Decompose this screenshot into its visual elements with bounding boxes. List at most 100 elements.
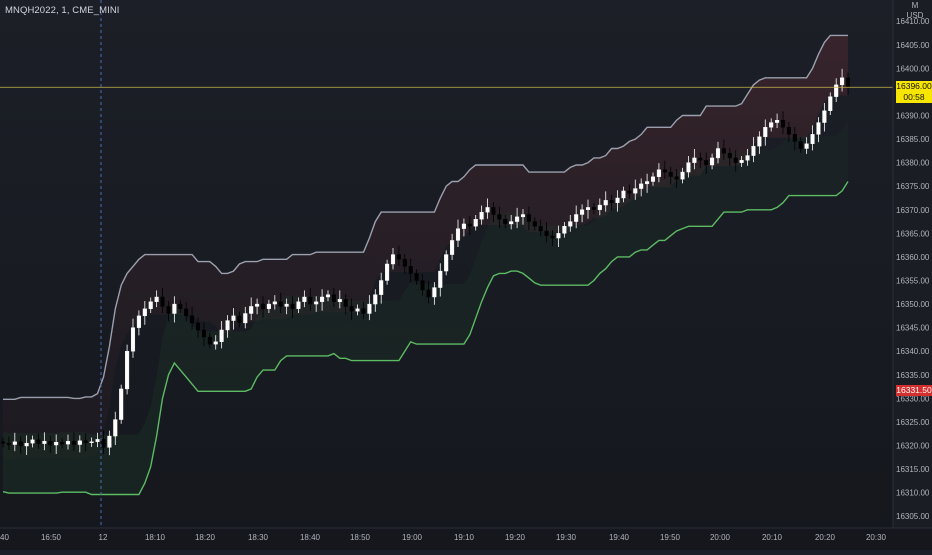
candle-body xyxy=(467,223,472,227)
candle-body xyxy=(95,439,100,442)
candle-body xyxy=(284,303,289,307)
candle-body xyxy=(308,296,313,305)
candle-body xyxy=(609,200,614,203)
candle-body xyxy=(89,441,94,443)
time-tick-label: 18:20 xyxy=(195,533,216,542)
candle-body xyxy=(71,441,76,445)
upper-band-fill xyxy=(3,35,848,460)
price-tick-label: 16380.00 xyxy=(896,159,930,168)
candle-body xyxy=(704,160,709,166)
price-tick-label: 16320.00 xyxy=(896,442,930,451)
time-tick-label: 19:00 xyxy=(402,533,423,542)
candle-body xyxy=(804,143,809,149)
price-tick-label: 16405.00 xyxy=(896,41,930,50)
candle-body xyxy=(249,306,254,314)
time-tick-label: 19:30 xyxy=(556,533,577,542)
candle-body xyxy=(556,233,561,239)
time-tick-label: 19:40 xyxy=(609,533,630,542)
candle-body xyxy=(42,441,47,444)
price-tick-label: 16360.00 xyxy=(896,253,930,262)
time-tick-label: 18:10 xyxy=(145,533,166,542)
price-tick-label: 16370.00 xyxy=(896,206,930,215)
candle-body xyxy=(184,308,189,317)
lower-band-line xyxy=(2,181,849,496)
time-axis-labels: 40 16:50 12 18:10 18:20 18:30 18:40 18:50 19:00 1… xyxy=(0,533,887,542)
symbol-title[interactable]: MNQH2022, 1, CME_MINI xyxy=(5,5,120,16)
candle-body xyxy=(751,145,756,156)
bar-countdown: 00:58 xyxy=(903,92,925,103)
candle-body xyxy=(379,280,384,295)
candle-body xyxy=(373,294,378,305)
price-tick-label: 16340.00 xyxy=(896,347,930,356)
candle-body xyxy=(6,442,11,445)
candle-body xyxy=(680,171,685,180)
candle-body xyxy=(562,226,567,234)
candle-body xyxy=(18,441,23,447)
candle-body xyxy=(207,336,212,345)
candle-body xyxy=(201,329,206,338)
candle-body xyxy=(479,211,484,220)
candle-body xyxy=(674,176,679,180)
candle-body xyxy=(119,388,124,420)
candle-body xyxy=(420,280,425,291)
candle-body xyxy=(290,303,295,309)
time-tick-label: 19:50 xyxy=(660,533,681,542)
candle-body xyxy=(142,308,147,317)
candle-body xyxy=(757,136,762,147)
candle-body xyxy=(349,306,354,312)
candle-body xyxy=(822,110,827,123)
candle-body xyxy=(780,120,786,128)
candle-body xyxy=(266,303,271,309)
candle-body xyxy=(834,84,839,97)
candle-body xyxy=(219,329,224,342)
candle-body xyxy=(715,148,721,159)
candle-body xyxy=(190,315,195,324)
candle-body xyxy=(438,270,443,288)
price-tick-label: 16335.00 xyxy=(896,371,930,380)
lower-band-fill xyxy=(3,121,848,495)
candle-body xyxy=(231,315,236,321)
time-tick-label: 12 xyxy=(99,533,108,542)
candle-body xyxy=(213,341,218,345)
candle-body xyxy=(792,134,797,142)
candle-body xyxy=(414,273,419,281)
candle-body xyxy=(331,294,336,302)
price-tick-label: 16365.00 xyxy=(896,229,930,238)
candle-body xyxy=(320,296,325,302)
price-tick-label: 16390.00 xyxy=(896,112,930,121)
time-tick-label: 20:30 xyxy=(866,533,887,542)
candle-body xyxy=(597,204,602,210)
candle-body xyxy=(77,440,82,445)
candle-body xyxy=(763,127,768,137)
candle-body xyxy=(721,148,726,154)
price-tick-label: 16305.00 xyxy=(896,512,930,521)
price-tick-label: 16325.00 xyxy=(896,418,930,427)
candle-body xyxy=(178,303,183,309)
marker-price-value: 16331.50 xyxy=(896,385,932,396)
price-tick-label: 16350.00 xyxy=(896,300,930,309)
candle-body xyxy=(367,303,372,314)
candle-body xyxy=(65,441,71,445)
time-tick-label: 19:20 xyxy=(505,533,526,542)
candle-body xyxy=(816,122,821,135)
candle-body xyxy=(278,301,283,307)
candle-body xyxy=(532,221,537,227)
candle-body xyxy=(390,254,396,265)
candle-body xyxy=(526,214,531,222)
candle-body xyxy=(621,190,626,199)
currency-label[interactable]: M USD xyxy=(904,1,926,21)
time-tick-label: 20:10 xyxy=(762,533,783,542)
upper-band-line xyxy=(3,34,848,400)
time-tick-label: 18:40 xyxy=(300,533,321,542)
candle-body xyxy=(645,181,650,185)
candle-body xyxy=(627,190,632,194)
candle-body xyxy=(727,153,732,159)
candle-body xyxy=(343,299,348,307)
candle-body xyxy=(580,209,585,215)
price-tick-label: 16330.00 xyxy=(896,394,930,403)
current-price-label: 16396.00 00:58 xyxy=(896,81,932,104)
candle-body xyxy=(461,223,466,229)
price-tick-label: 16375.00 xyxy=(896,182,930,191)
